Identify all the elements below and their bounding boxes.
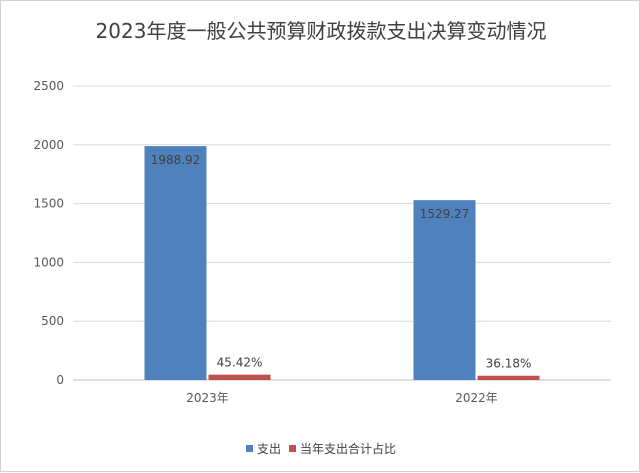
y-tick-label: 1000 — [33, 255, 64, 269]
bar-share — [208, 374, 271, 380]
data-label: 1988.92 — [151, 153, 201, 167]
bar-spending — [413, 200, 476, 380]
bar-share — [477, 375, 540, 380]
data-label: 1529.27 — [420, 207, 470, 221]
legend: 支出 当年支出合计占比 — [1, 440, 640, 457]
legend-label-spending: 支出 — [256, 442, 281, 456]
x-tick-label: 2022年 — [455, 391, 498, 405]
bar-spending — [144, 146, 207, 380]
y-tick-label: 0 — [56, 373, 64, 387]
chart-title: 2023年度一般公共预算财政拨款支出决算变动情况 — [95, 19, 547, 43]
bar-labels: 1988.92 1529.27 45.42% 36.18% — [151, 153, 532, 371]
y-tick-label: 500 — [41, 314, 64, 328]
x-axis-ticks: 2023年 2022年 — [186, 391, 498, 405]
bars — [144, 146, 540, 380]
x-tick-label: 2023年 — [186, 391, 229, 405]
legend-item-share: 当年支出合计占比 — [289, 440, 396, 457]
legend-swatch-spending — [245, 445, 253, 452]
y-tick-label: 2500 — [33, 79, 64, 93]
y-tick-label: 1500 — [33, 197, 64, 211]
data-label: 36.18% — [486, 357, 532, 371]
y-tick-label: 2000 — [33, 138, 64, 152]
legend-swatch-share — [289, 445, 296, 452]
legend-item-spending: 支出 — [245, 440, 281, 457]
legend-label-share: 当年支出合计占比 — [300, 442, 397, 456]
y-axis-ticks: 0 500 1000 1500 2000 2500 — [33, 79, 64, 387]
data-label: 45.42% — [217, 356, 263, 370]
